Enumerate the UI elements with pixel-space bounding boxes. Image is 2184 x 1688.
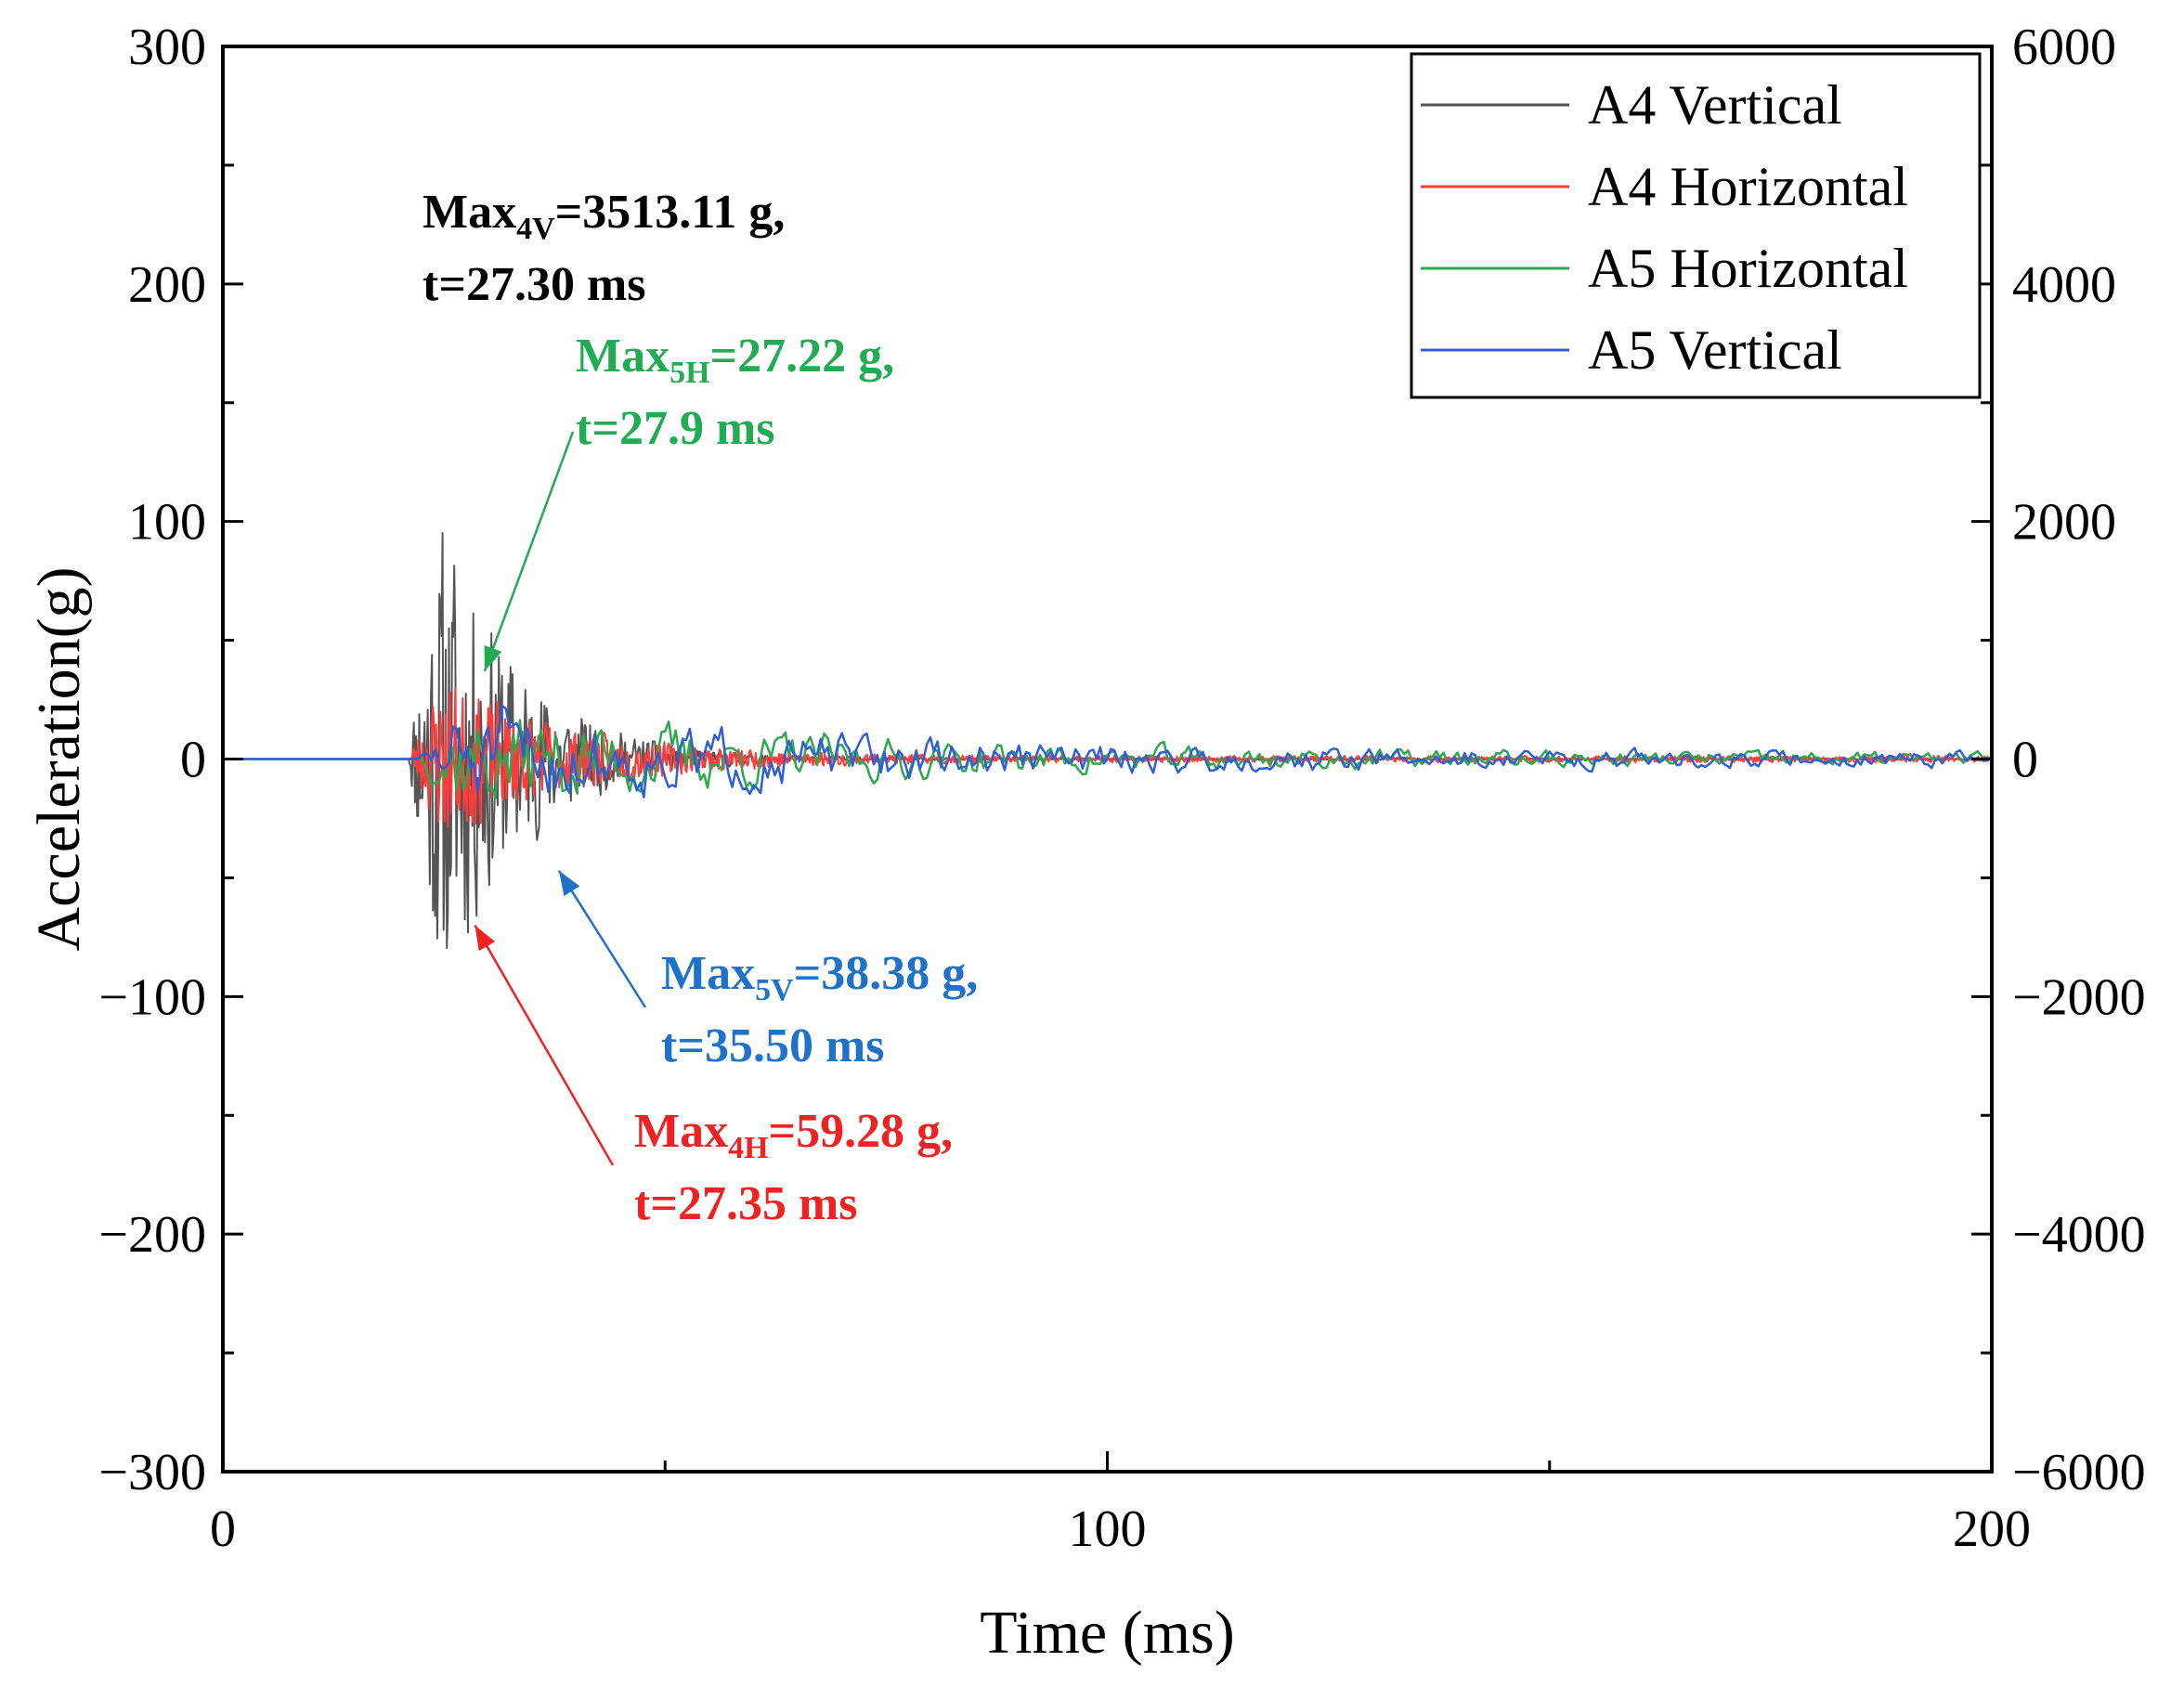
y-tick-label: 200: [128, 256, 206, 314]
y-axis-title: Acceleration(g): [25, 566, 93, 951]
annotation-subscript: 4H: [728, 1131, 768, 1165]
annotation-subscript: 4V: [516, 212, 555, 246]
annotation-value-text: =27.22 g,: [710, 330, 895, 383]
y-tick-label: 0: [180, 732, 206, 789]
annotation-arrowhead: [558, 870, 580, 897]
y2-tick-label: −2000: [2012, 968, 2146, 1026]
annotation: Max4V=3513.11 g, t=27.30 ms: [422, 186, 785, 311]
y2-tick-label: 2000: [2012, 494, 2116, 552]
annotation-label: Max: [422, 186, 516, 239]
annotation-label: Max: [661, 947, 755, 1000]
x-tick-label: 200: [1953, 1500, 2031, 1558]
y-tick-label: 100: [128, 494, 206, 552]
y-tick-label: 300: [128, 19, 206, 76]
annotation-value: Max4V=3513.11 g,: [422, 186, 785, 246]
series-line: [223, 705, 1989, 799]
annotation-value: Max5H=27.22 g,: [576, 330, 894, 390]
annotation-value-text: =38.38 g,: [794, 947, 979, 1000]
y2-tick-label: 4000: [2012, 256, 2116, 314]
annotation: Max4H=59.28 g,t=27.35 ms: [474, 924, 953, 1230]
annotation-leader-line: [474, 924, 615, 1166]
annotation-value-text: =59.28 g,: [769, 1105, 954, 1158]
y2-tick-label: 0: [2012, 732, 2038, 789]
annotation-time: t=27.30 ms: [422, 258, 646, 311]
legend-label: A4 Vertical: [1588, 74, 1842, 136]
y-tick-label: −300: [98, 1444, 206, 1501]
annotation-leader-line: [483, 431, 575, 672]
annotation-time: t=27.35 ms: [634, 1177, 858, 1230]
annotation: Max5H=27.22 g, t=27.9 ms: [483, 330, 894, 672]
y2-tick-label: 6000: [2012, 19, 2116, 76]
annotation-leader-line: [557, 870, 647, 1008]
y-tick-label: −100: [98, 968, 206, 1026]
annotation-subscript: 5V: [755, 973, 794, 1007]
annotation: Max5V=38.38 g, t=35.50 ms: [557, 870, 978, 1072]
legend-box: [1410, 52, 1982, 399]
series-layer: [223, 532, 1993, 950]
x-axis-title: Time (ms): [980, 1599, 1234, 1667]
annotation-value: Max5V=38.38 g,: [661, 947, 978, 1007]
legend-label: A5 Vertical: [1588, 319, 1842, 381]
annotation-arrowhead: [474, 925, 496, 952]
annotation-time: t=35.50 ms: [661, 1019, 885, 1072]
x-tick-label: 100: [1069, 1500, 1147, 1558]
legend: A4 Vertical A4 Horizontal A5 Horizontal A5 …: [1410, 52, 1982, 399]
annotation-time: t=27.9 ms: [576, 402, 775, 455]
annotation-label: Max: [634, 1105, 728, 1158]
legend-label: A5 Horizontal: [1588, 238, 1908, 299]
series-line: [223, 687, 1993, 828]
annotation-arrowhead: [484, 644, 502, 671]
y-tick-label: −200: [98, 1206, 206, 1264]
annotation-subscript: 5H: [670, 356, 709, 390]
legend-label: A4 Horizontal: [1588, 156, 1908, 217]
y2-tick-label: −6000: [2012, 1444, 2146, 1501]
x-tick-label: 0: [210, 1500, 236, 1558]
y2-tick-label: −4000: [2012, 1206, 2146, 1264]
annotation-value-text: =3513.11 g,: [555, 186, 786, 239]
annotation-label: Max: [576, 330, 670, 383]
annotation-value: Max4H=59.28 g,: [634, 1105, 953, 1165]
